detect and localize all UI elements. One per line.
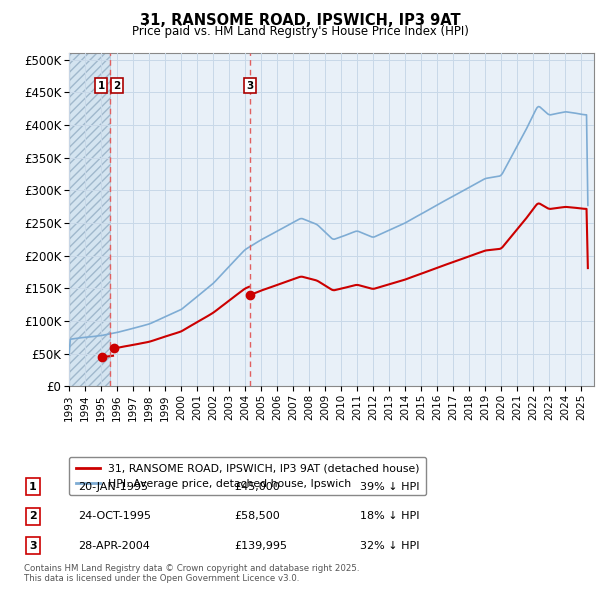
Text: 32% ↓ HPI: 32% ↓ HPI — [360, 541, 419, 550]
Text: 20-JAN-1995: 20-JAN-1995 — [78, 482, 148, 491]
Text: 2: 2 — [113, 81, 121, 91]
Bar — [69, 53, 110, 386]
Text: 3: 3 — [29, 541, 37, 550]
Text: £58,500: £58,500 — [234, 512, 280, 521]
Text: 1: 1 — [29, 482, 37, 491]
Text: 24-OCT-1995: 24-OCT-1995 — [78, 512, 151, 521]
Text: Price paid vs. HM Land Registry's House Price Index (HPI): Price paid vs. HM Land Registry's House … — [131, 25, 469, 38]
Text: £45,000: £45,000 — [234, 482, 280, 491]
Legend: 31, RANSOME ROAD, IPSWICH, IP3 9AT (detached house), HPI: Average price, detache: 31, RANSOME ROAD, IPSWICH, IP3 9AT (deta… — [69, 457, 426, 495]
Text: 1: 1 — [97, 81, 104, 91]
Text: Contains HM Land Registry data © Crown copyright and database right 2025.
This d: Contains HM Land Registry data © Crown c… — [24, 563, 359, 583]
Bar — [69, 53, 110, 386]
Text: 3: 3 — [247, 81, 254, 91]
Text: 18% ↓ HPI: 18% ↓ HPI — [360, 512, 419, 521]
Text: 31, RANSOME ROAD, IPSWICH, IP3 9AT: 31, RANSOME ROAD, IPSWICH, IP3 9AT — [140, 13, 460, 28]
Text: 28-APR-2004: 28-APR-2004 — [78, 541, 150, 550]
Text: 39% ↓ HPI: 39% ↓ HPI — [360, 482, 419, 491]
Text: 2: 2 — [29, 512, 37, 521]
Text: £139,995: £139,995 — [234, 541, 287, 550]
